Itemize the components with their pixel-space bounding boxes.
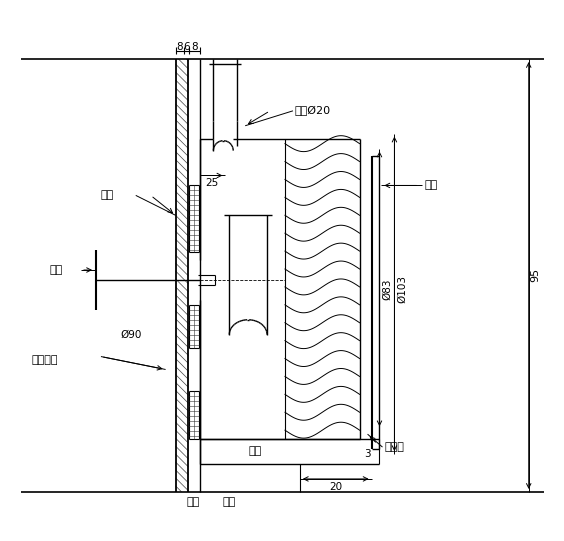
Text: 25: 25: [206, 179, 219, 188]
Text: 底板: 底板: [248, 446, 262, 456]
Text: 衬板: 衬板: [222, 497, 236, 507]
Text: Ø83: Ø83: [382, 278, 393, 300]
Text: Ø103: Ø103: [398, 275, 407, 303]
Text: 95: 95: [531, 268, 541, 282]
Text: 20: 20: [329, 482, 342, 492]
Text: 转盘留洞: 转盘留洞: [31, 354, 58, 365]
Text: 8: 8: [176, 42, 183, 52]
Text: 木垫: 木垫: [424, 181, 438, 190]
Text: 钢管Ø20: 钢管Ø20: [295, 105, 331, 116]
Text: 后盖板: 后盖板: [385, 442, 404, 452]
Text: Ø90: Ø90: [120, 329, 142, 340]
Text: 手柄: 手柄: [49, 265, 63, 275]
Text: 8: 8: [192, 42, 199, 52]
Text: 6: 6: [183, 42, 190, 52]
Text: 3: 3: [364, 449, 371, 459]
Text: 转盘: 转盘: [101, 190, 114, 200]
Text: 转盘: 转盘: [187, 497, 200, 507]
